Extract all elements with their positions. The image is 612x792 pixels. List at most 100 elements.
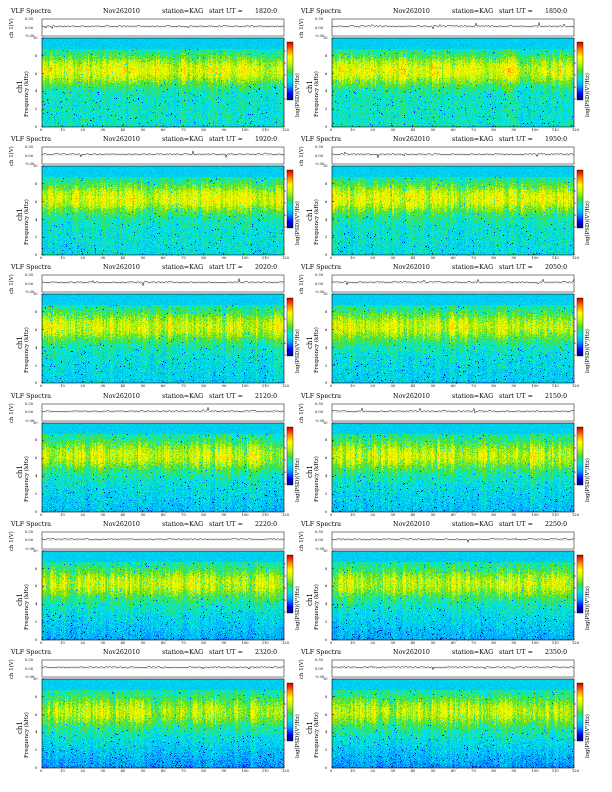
colorbar-tick-label: 4 (574, 342, 576, 346)
frequency-tick-label: 10 (323, 677, 328, 681)
panel-start-label: start UT = (209, 392, 243, 400)
colorbar-tick-label: 6 (574, 703, 576, 706)
ch1-tick-label: 0.00 (25, 538, 34, 543)
time-tick-label: 50 (430, 128, 436, 132)
panel-station: station=KAG (162, 8, 204, 15)
ch1-tick-label: -0.30 (25, 34, 35, 38)
panel-start-label: start UT = (209, 520, 243, 528)
spectrogram-frame (331, 550, 575, 641)
ch1-tick-label: 0.30 (25, 658, 34, 662)
frequency-tick-label: 8 (35, 53, 38, 58)
ch1-tick-label: -0.30 (315, 675, 325, 679)
time-tick-label: 110 (551, 256, 559, 261)
time-tick-label: 50 (430, 512, 436, 517)
panel-station: station=KAG (452, 136, 494, 144)
spectrogram-panel: VLF Spectra Nov262010 station=KAG start UT … (298, 518, 598, 646)
ch1-tick-label: 0.30 (315, 401, 324, 406)
time-tick-label: 0 (330, 769, 333, 773)
time-tick-label: 80 (201, 769, 206, 773)
ch1-tick-label: 0.30 (315, 273, 324, 278)
panel-date: Nov262010 (103, 8, 140, 15)
panel-start-time: 2320:0 (255, 649, 278, 656)
frequency-tick-label: 6 (35, 584, 38, 589)
frequency-tick-label: 4 (35, 217, 38, 222)
panel-date: Nov262010 (393, 264, 430, 272)
time-tick-label: 100 (241, 384, 249, 389)
time-tick-label: 70 (471, 384, 476, 389)
colorbar-tick-label: 5 (284, 202, 286, 206)
colorbar-tick-label: 4 (574, 214, 576, 218)
frequency-tick-label: 4 (325, 602, 328, 607)
colorbar (577, 683, 583, 741)
panel-station: station=KAG (162, 520, 204, 528)
time-tick-label: 110 (551, 512, 559, 517)
time-tick-label: 50 (430, 384, 436, 389)
time-tick-label: 40 (410, 256, 416, 261)
time-tick-label: 70 (471, 512, 476, 517)
time-tick-label: 90 (221, 769, 227, 773)
time-tick-label: 30 (390, 512, 396, 517)
time-tick-label: 0 (40, 384, 43, 389)
frequency-tick-label: 4 (325, 345, 328, 350)
colorbar-tick-label: 4 (574, 470, 576, 474)
frequency-tick-label: 6 (35, 71, 38, 76)
frequency-tick-label: 0 (325, 125, 328, 129)
time-tick-label: 100 (241, 512, 249, 517)
colorbar-frame (576, 426, 584, 485)
time-tick-label: 80 (201, 512, 206, 517)
time-tick-label: 60 (451, 769, 456, 773)
spectrogram-heatmap (332, 550, 574, 640)
time-tick-label: 0 (40, 769, 43, 773)
colorbar-tick-label: 3 (284, 226, 286, 230)
time-tick-label: 40 (410, 769, 416, 773)
panel-start-time: 2120:0 (255, 392, 278, 400)
time-tick-label: 70 (471, 769, 476, 773)
colorbar-frame (286, 298, 294, 357)
colorbar-tick-label: 6 (284, 190, 286, 194)
panel-title: VLF Spectra (301, 136, 341, 144)
time-tick-label: 10 (60, 128, 65, 132)
panel-start-time: 1850:0 (545, 8, 568, 15)
ch1-waveform (331, 151, 575, 160)
spectrogram-heatmap (332, 294, 574, 384)
time-tick-label: 120 (572, 512, 579, 517)
time-tick-label: 70 (471, 256, 476, 261)
ch1-tick-label: -0.30 (315, 546, 325, 551)
time-tick-label: 30 (100, 256, 106, 261)
spectrogram-frame (41, 294, 285, 384)
time-tick-label: 20 (80, 769, 85, 773)
frequency-tick-label: 6 (325, 584, 328, 589)
time-tick-label: 30 (390, 769, 396, 773)
panel-axes-overlay (331, 275, 584, 384)
panel-start-label: start UT = (499, 520, 533, 528)
spectrogram-frame (331, 165, 575, 256)
colorbar-tick-label: 5 (284, 330, 286, 334)
colorbar-tick-label: 7 (284, 562, 286, 566)
time-tick-label: 60 (161, 512, 166, 517)
frequency-tick-label: 8 (35, 181, 38, 186)
colorbar-tick-label: 3 (284, 98, 286, 101)
panel-start-label: start UT = (499, 649, 533, 656)
colorbar-tick-label: 7 (284, 691, 286, 694)
frequency-tick-label: 10 (33, 548, 38, 553)
ch1-tick-label: 0.00 (25, 281, 34, 286)
ch1-tick-label: 0.30 (315, 658, 324, 662)
time-tick-label: 60 (161, 384, 166, 389)
panel-station: station=KAG (162, 649, 204, 656)
frequency-tick-label: 2 (325, 748, 328, 753)
colorbar-tick-label: 3 (574, 98, 576, 101)
time-tick-label: 120 (282, 640, 289, 645)
colorbar-frame (576, 554, 584, 613)
time-tick-label: 100 (241, 256, 249, 261)
panel-title: VLF Spectra (11, 392, 51, 400)
colorbar-tick-label: 5 (284, 74, 286, 77)
frequency-tick-label: 8 (325, 181, 328, 186)
colorbar-frame (576, 298, 584, 357)
spectrogram-panel: VLF Spectra Nov262010 station=KAG start UT … (8, 646, 308, 774)
time-tick-label: 0 (40, 128, 43, 132)
spectrogram-frame (331, 294, 575, 384)
colorbar-tick-label: 4 (574, 598, 576, 602)
colorbar-tick-label: 7 (284, 306, 286, 310)
frequency-tick-label: 10 (33, 292, 38, 297)
ch1-tick-label: 0.30 (315, 145, 324, 150)
